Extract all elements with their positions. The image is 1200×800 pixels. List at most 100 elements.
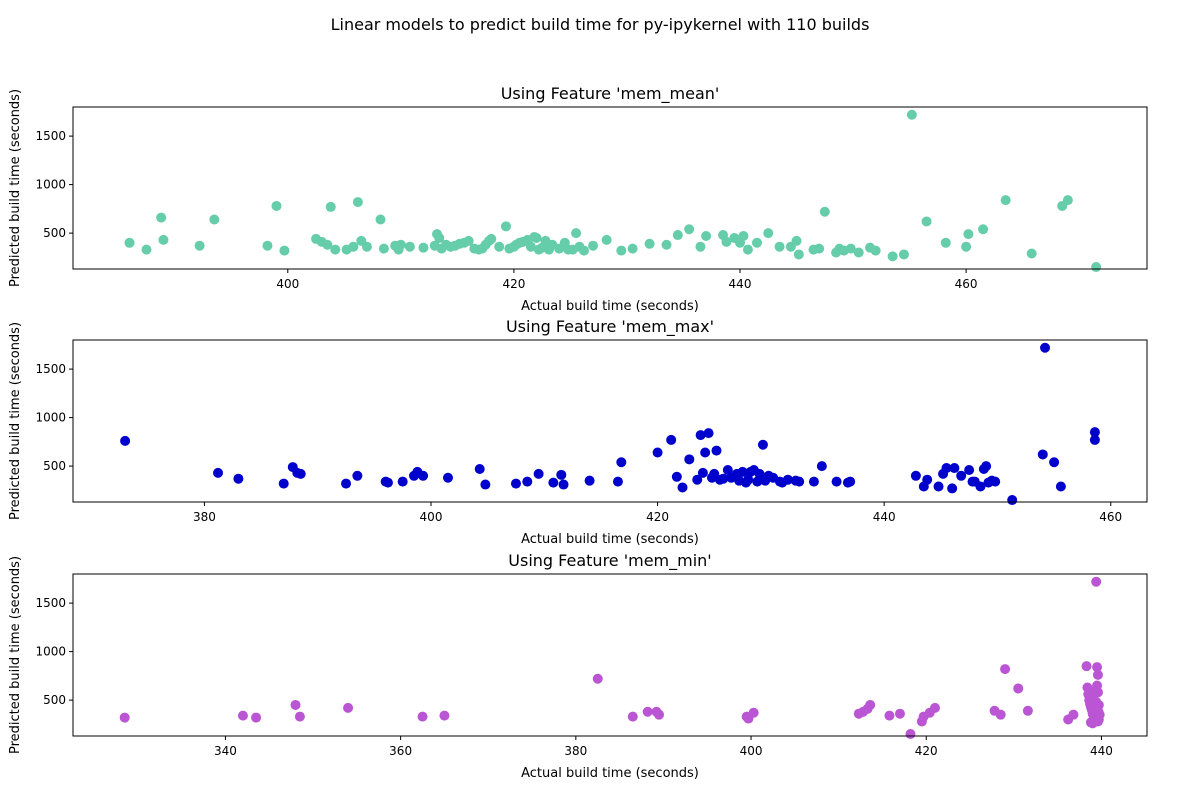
scatter-point [525,241,536,252]
x-tick-label: 400 [276,277,299,291]
scatter-point [119,712,130,723]
x-axis-label: Actual build time (seconds) [521,766,699,781]
scatter-point [612,476,623,487]
y-tick-label: 1500 [35,362,66,376]
subplot-title: Using Feature 'mem_mean' [501,84,720,104]
scatter-point [382,477,393,488]
scatter-point [853,247,864,258]
scatter-point [956,470,967,481]
scatter-point [616,245,627,256]
scatter-point [1007,495,1018,506]
scatter-point [1055,481,1066,492]
scatter-point [418,470,429,481]
y-tick-label: 1000 [35,645,66,659]
scatter-point [352,470,363,481]
scatter-point [990,476,1001,487]
x-tick-label: 460 [955,277,978,291]
scatter-point [961,241,972,252]
scatter-point [290,699,301,710]
axes-frame [72,339,1148,503]
scatter-point [209,214,220,225]
scatter-point [743,474,754,485]
scatter-point [262,240,273,251]
scatter-point [964,464,975,475]
scatter-point [480,479,491,490]
scatter-point [330,244,341,255]
scatter-point [894,708,905,719]
scatter-point [791,235,802,246]
x-tick-label: 420 [915,744,938,758]
scatter-point [158,234,169,245]
scatter-point [845,476,856,487]
scatter-point [711,445,722,456]
scatter-point [870,245,881,256]
y-tick-label: 500 [43,226,66,240]
scatter-point [294,711,305,722]
scatter-point [963,229,974,240]
scatter-point [1092,716,1103,727]
x-tick-label: 400 [740,744,763,758]
y-tick-label: 1000 [35,178,66,192]
scatter-point [1091,262,1102,273]
scatter-point [233,473,244,484]
scatter-point [404,241,415,252]
scatter-point [752,476,763,487]
scatter-point [588,240,599,251]
x-tick-label: 380 [564,744,587,758]
scatter-point [661,239,672,250]
scatter-point [395,239,406,250]
scatter-point [949,463,960,474]
figure-suptitle: Linear models to predict build time for … [331,15,870,34]
scatter-point [1092,662,1103,673]
scatter-point [722,464,733,475]
scatter-point [439,710,450,721]
scatter-point [666,434,677,445]
x-tick-label: 380 [193,510,216,524]
subplot-2: Using Feature 'mem_max' Actual build time… [8,317,1148,547]
scatter-point [486,233,497,244]
y-tick-label: 500 [43,693,66,707]
scatter-point [295,468,306,479]
scatter-point [141,244,152,255]
scatter-point [721,236,732,247]
scatter-point [213,467,224,478]
scatter-point [793,249,804,260]
scatter-point [774,241,785,252]
scatter-point [434,232,445,243]
scatter-point [1000,664,1011,675]
scatter-point [271,200,282,211]
scatter-point [738,231,749,242]
scatter-point [494,241,505,252]
scatter-point [361,241,372,252]
scatter-point [884,710,895,721]
scatter-point [906,109,917,120]
scatter-point [930,702,941,713]
scatter-point [1087,692,1098,703]
scatter-point [644,238,655,249]
scatter-point [120,435,131,446]
scatter-point [947,483,958,494]
scatter-point [156,212,167,223]
scatter-point [816,461,827,472]
scatter-point [933,481,944,492]
scatter-point [548,477,559,488]
subplot-1: Using Feature 'mem_mean' Actual build tim… [8,84,1148,314]
scatter-point [695,430,706,441]
scatter-point [352,197,363,208]
scatter-point [819,206,830,217]
scatter-point [1022,705,1033,716]
scatter-point [510,478,521,489]
scatter-point [701,231,712,242]
scatter-point [922,474,933,485]
scatter-point [325,201,336,212]
scatter-point [442,472,453,483]
y-axis-label: Predicted build time (seconds) [8,322,23,520]
subplot-title: Using Feature 'mem_max' [506,317,714,337]
scatter-point [941,463,952,474]
scatter-point [751,237,762,248]
scatter-point [887,251,898,262]
scatter-point [697,467,708,478]
scatter-point [981,461,992,472]
scatter-point [341,478,352,489]
